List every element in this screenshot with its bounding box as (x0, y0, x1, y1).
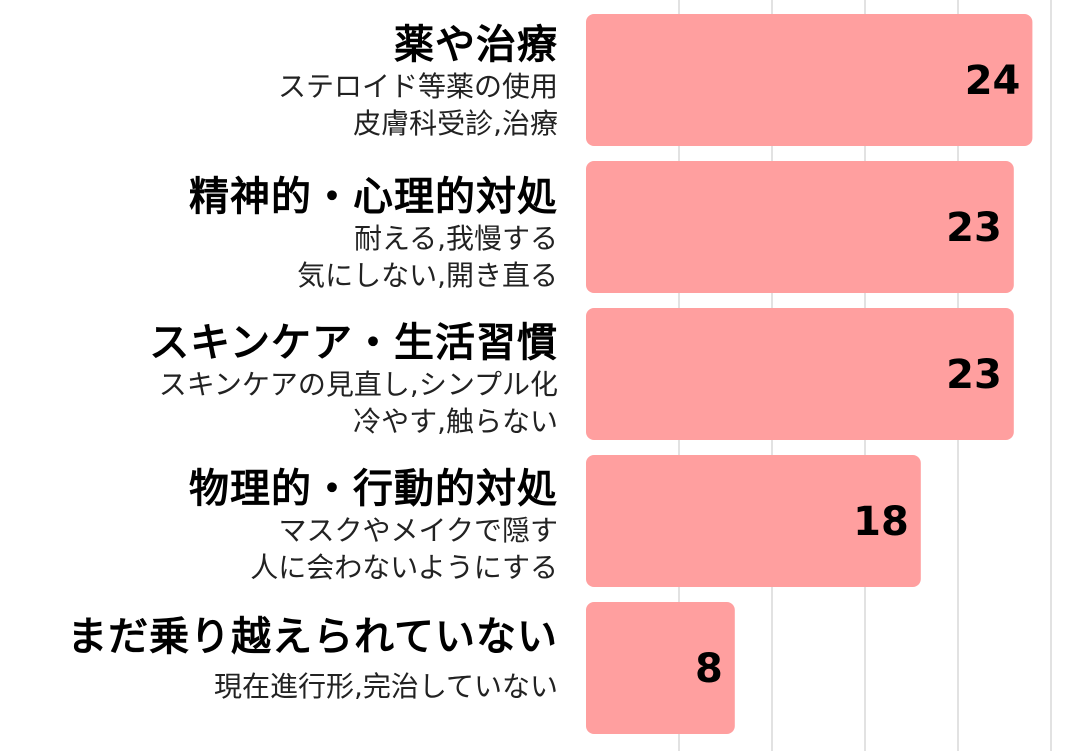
category-label-2: スキンケア・生活習慣 スキンケアの見直し,シンプル化 冷やす,触らない (149, 320, 558, 440)
bar-2 (586, 308, 1014, 440)
category-description-line: マスクやメイクで隠す (278, 514, 558, 547)
bar-value-label-3: 18 (853, 499, 909, 545)
bar-value-label-0: 24 (965, 58, 1021, 104)
category-description-line: 耐える,我慢する (353, 222, 558, 255)
category-label-4: まだ乗り越えられていない 現在進行形,完治していない (67, 614, 558, 705)
bar-value-label-1: 23 (946, 205, 1002, 251)
category-label-3: 物理的・行動的対処 マスクやメイクで隠す 人に会わないようにする (189, 466, 558, 586)
bar-value-label-4: 8 (695, 646, 723, 692)
category-title: まだ乗り越えられていない (67, 614, 558, 660)
category-title: 薬や治療 (394, 22, 558, 68)
category-label-0: 薬や治療 ステロイド等薬の使用 皮膚科受診,治療 (278, 22, 558, 142)
category-description-line: 現在進行形,完治していない (213, 670, 558, 703)
bar-value-label-2: 23 (946, 352, 1002, 398)
bar-1 (586, 161, 1014, 293)
category-description-line: 気にしない,開き直る (297, 259, 558, 292)
category-title: スキンケア・生活習慣 (149, 320, 558, 366)
category-description-line: ステロイド等薬の使用 (277, 70, 558, 103)
category-description-line: 人に会わないようにする (250, 551, 558, 584)
category-title: 物理的・行動的対処 (189, 466, 558, 512)
bar-4 (586, 602, 735, 734)
category-description-line: 冷やす,触らない (353, 405, 558, 438)
category-label-1: 精神的・心理的対処 耐える,我慢する 気にしない,開き直る (189, 174, 558, 294)
bar-0 (586, 14, 1033, 146)
category-description-line: スキンケアの見直し,シンプル化 (158, 368, 558, 401)
bar-3 (586, 455, 921, 587)
category-title: 精神的・心理的対処 (189, 174, 558, 220)
category-description-line: 皮膚科受診,治療 (353, 107, 558, 140)
